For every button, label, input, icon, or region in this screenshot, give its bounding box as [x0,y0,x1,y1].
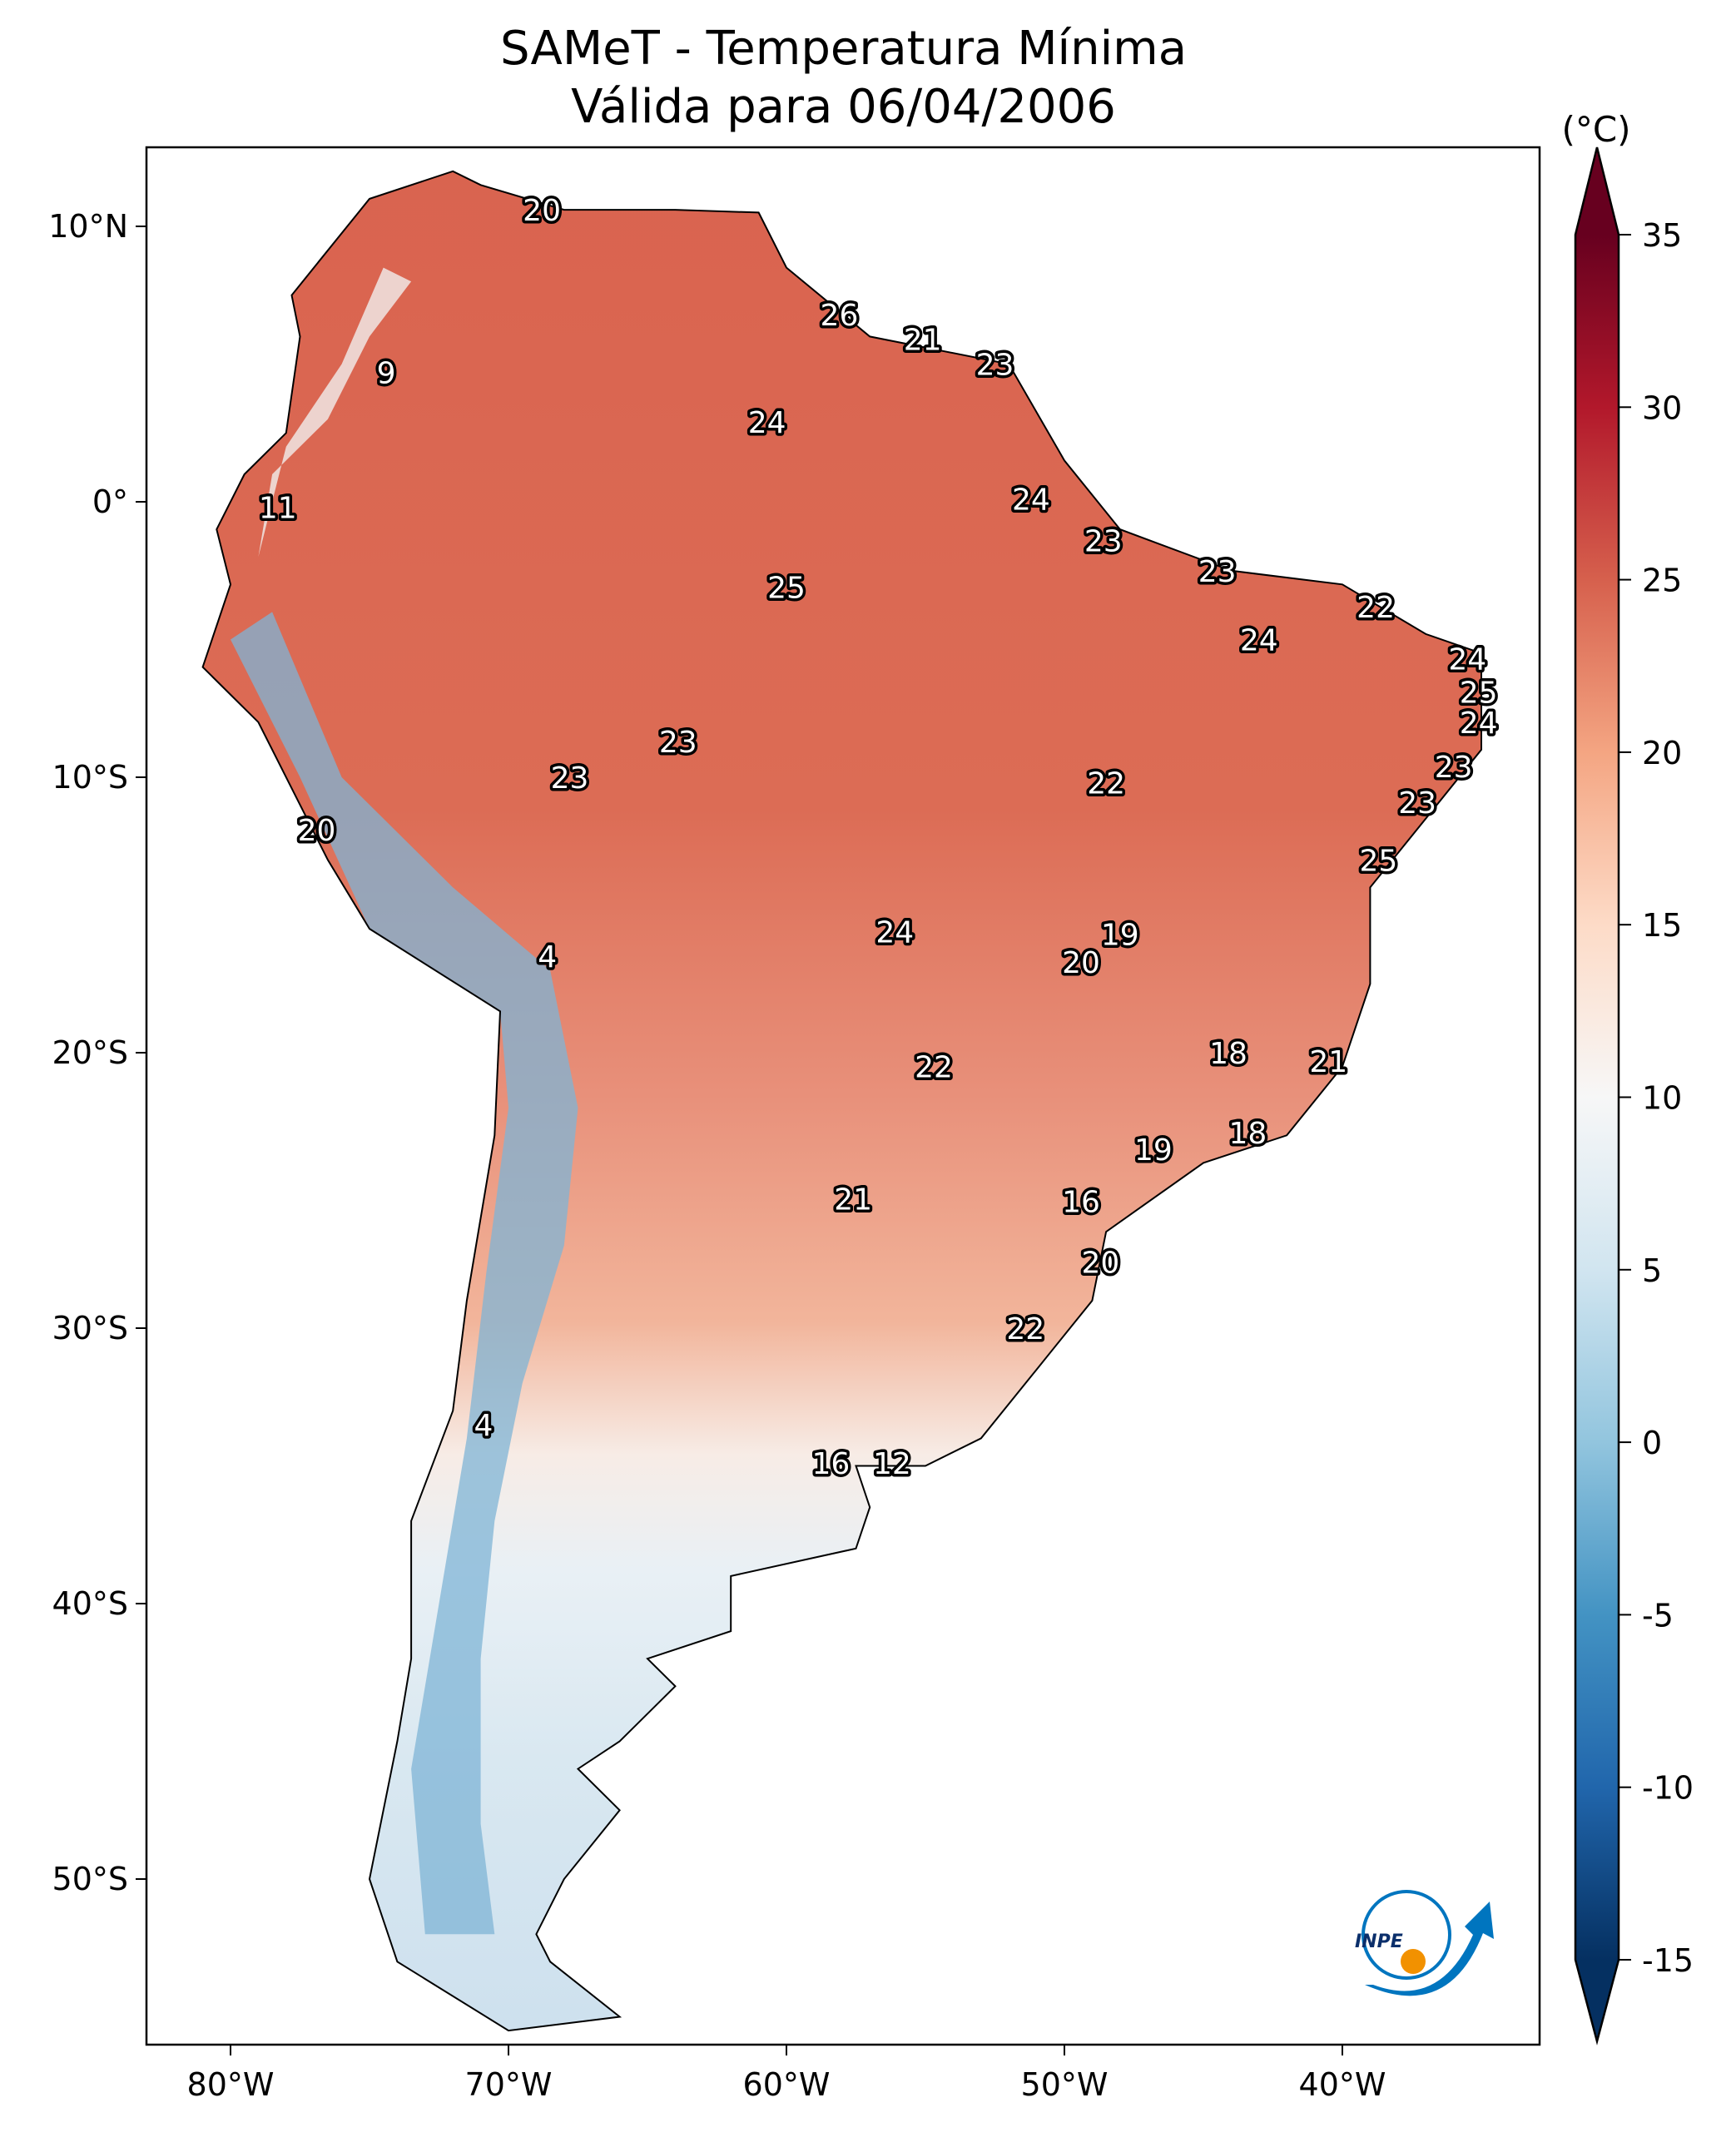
x-tick-label: 40°W [1299,2066,1386,2103]
north-andes-region [258,267,412,558]
colorbar-tick-label: 25 [1642,563,1682,599]
andes-cold-region [231,612,578,1935]
colorbar-tick-label: -15 [1642,1942,1694,1979]
colorbar-tick-label: -5 [1642,1597,1674,1634]
station-value-label: 20 [1082,1247,1120,1281]
plot-frame [145,146,1541,2046]
station-value-label: 21 [834,1183,872,1217]
station-value-label: 22 [915,1051,953,1085]
station-value-label: 24 [1460,707,1498,741]
colorbar-tick-label: 30 [1642,389,1682,426]
station-value-label: 25 [1460,676,1498,710]
x-tick-label: 70°W [465,2066,553,2103]
y-tick-label: 0° [92,483,128,520]
y-tick-label: 10°N [48,208,128,245]
map-layer [201,170,1482,2032]
station-value-label: 22 [1006,1312,1044,1346]
station-value-label: 12 [873,1447,911,1481]
station-value-label: 23 [551,761,589,796]
colorbar-tick-label: 5 [1642,1252,1662,1289]
station-value-label: 20 [523,194,561,228]
coastline [201,170,1482,2032]
station-value-label: 19 [1101,919,1139,953]
station-value-label: 20 [1062,946,1100,980]
station-value-label: 24 [1448,643,1486,677]
station-value-label: 22 [1357,591,1395,625]
station-value-label: 24 [748,406,786,440]
inpe-logo-text: INPE [1355,1931,1403,1952]
station-value-label: 24 [1012,483,1050,518]
colorbar-tick-label: 15 [1642,907,1682,944]
station-value-label: 20 [298,814,336,848]
station-value-label: 24 [1240,624,1278,658]
station-value-label: 21 [904,324,942,358]
station-value-label: 21 [1309,1045,1347,1079]
station-value-label: 24 [875,915,914,950]
station-value-label: 23 [1084,524,1123,558]
station-value-label: 23 [659,726,697,760]
colorbar: -15 -10 -5 0 5 10 15 20 25 30 35 [1574,146,1694,2045]
colorbar-extend-min [1575,1960,1619,2041]
inpe-logo-sun [1401,1949,1426,1974]
station-value-label: 19 [1134,1133,1173,1168]
colorbar-tick-label: 35 [1642,217,1682,254]
chart-title: SAMeT - Temperatura Mínima [499,22,1188,76]
station-value-label: 18 [1229,1117,1267,1151]
y-tick-label: 10°S [52,759,128,796]
colorbar-gradient [1575,235,1619,1960]
station-value-label: 23 [1398,786,1436,821]
axes: 80°W 70°W 60°W 50°W 40°W 10°N 0° 10°S 20°S 30°S 40… [48,208,1386,2103]
colorbar-tick-label: 10 [1642,1080,1682,1117]
x-tick-label: 60°W [743,2066,831,2103]
station-value-label: 16 [1062,1186,1100,1220]
y-tick-label: 40°S [52,1585,128,1622]
inpe-logo: INPE [1355,1890,1494,1996]
station-value-label: 26 [821,299,859,333]
colorbar-tick-label: 20 [1642,735,1682,771]
station-value-label: 11 [259,492,297,526]
x-tick-label: 50°W [1021,2066,1109,2103]
y-tick-label: 30°S [52,1310,128,1346]
station-value-label: 23 [976,349,1014,383]
colorbar-tick-label: -10 [1642,1770,1694,1807]
station-value-label: 22 [1087,767,1125,801]
station-value-label: 23 [1198,555,1237,589]
south-america-land [202,171,1482,2031]
x-tick-label: 80°W [187,2066,275,2103]
colorbar-extend-max [1575,147,1619,235]
chart-subtitle: Válida para 06/04/2006 [571,80,1116,134]
y-tick-label: 50°S [52,1861,128,1897]
station-value-label: 4 [474,1409,493,1443]
inpe-logo-orbit [1362,1890,1451,1980]
colorbar-tick-label: 0 [1642,1425,1662,1461]
station-value-label: 23 [1435,751,1473,785]
station-value-label: 9 [377,356,396,390]
station-value-label: 25 [767,572,806,606]
station-value-label: 4 [538,940,557,974]
station-value-label: 18 [1209,1037,1247,1071]
y-tick-label: 20°S [52,1034,128,1071]
colorbar-label: (°C) [1561,109,1630,150]
station-value-label: 16 [812,1447,851,1481]
station-value-label: 25 [1360,844,1398,878]
inpe-logo-arrow [1365,1902,1494,1996]
